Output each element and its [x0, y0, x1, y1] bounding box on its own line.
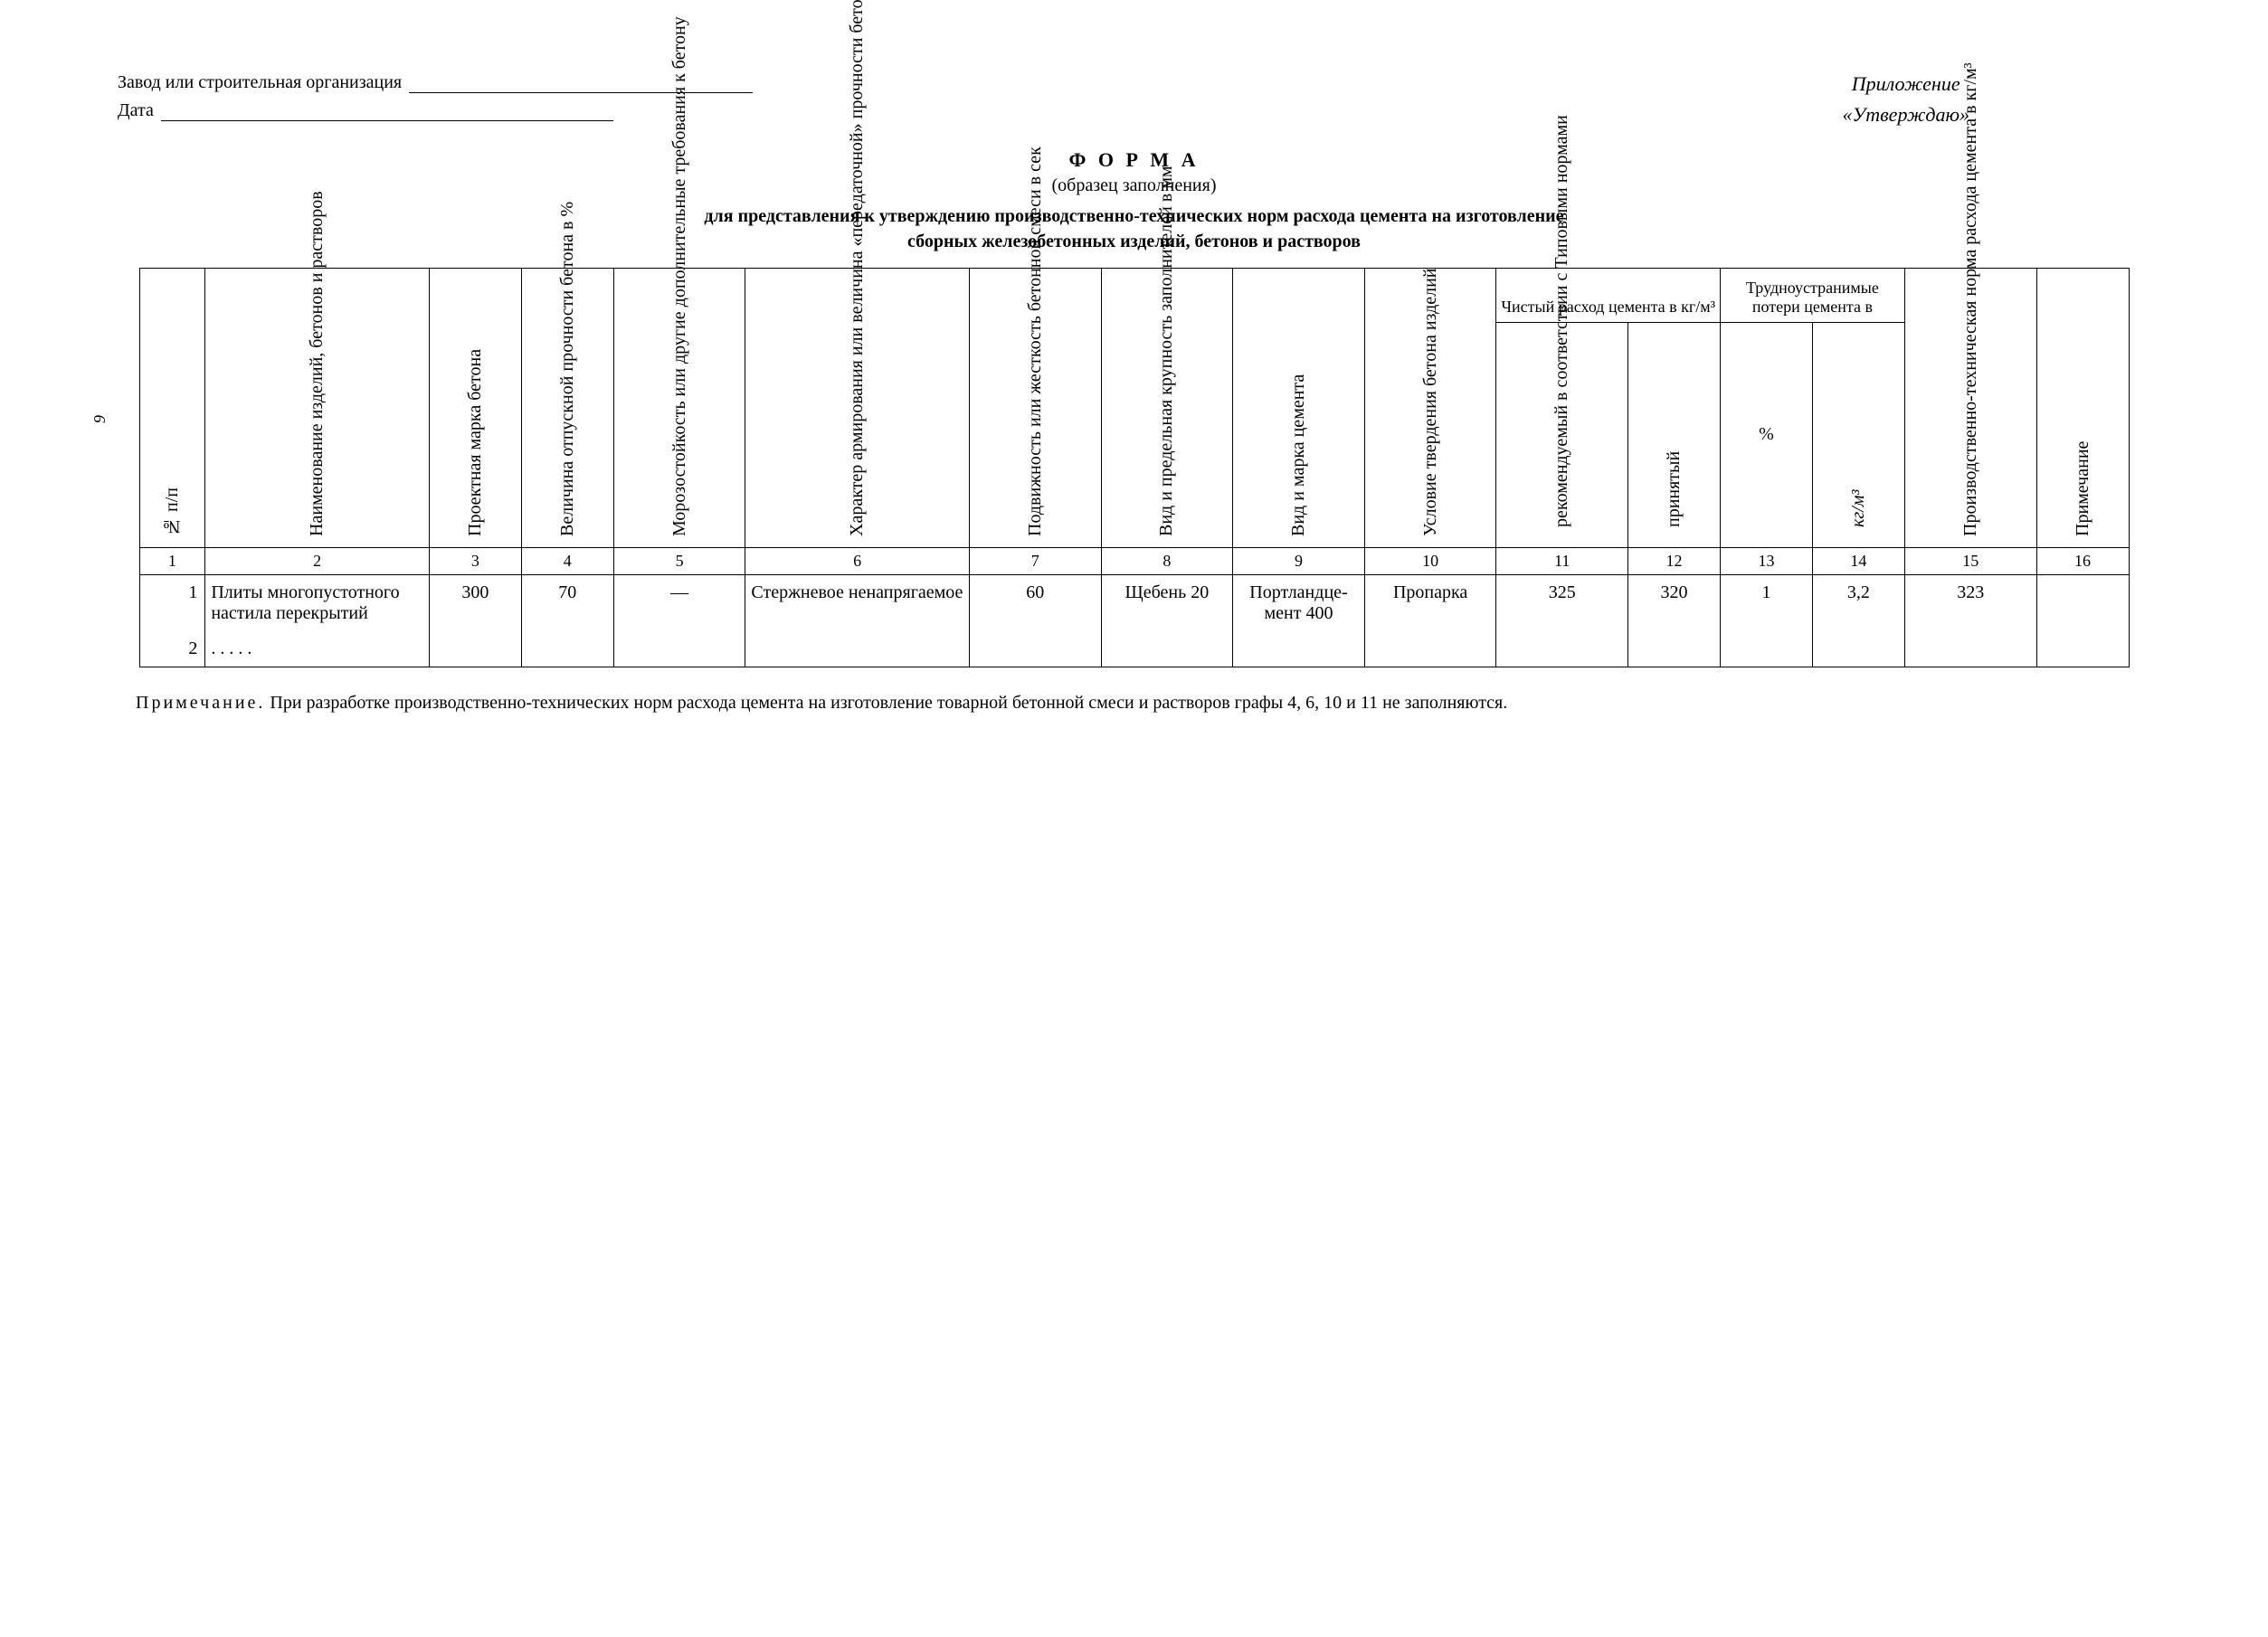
page-number: 9 — [90, 415, 109, 423]
cell-name: . . . . . — [205, 631, 430, 667]
cell-c6 — [745, 631, 970, 667]
cell-c14: 3,2 — [1812, 575, 1904, 632]
col-num-16: 16 — [2036, 548, 2129, 575]
col-num-8: 8 — [1101, 548, 1233, 575]
col-header-3: Проектная марка бетона — [429, 269, 521, 548]
col-header-1: № п/п — [139, 269, 205, 548]
col-num-1: 1 — [139, 548, 205, 575]
cell-c12 — [1628, 631, 1721, 667]
title-desc-line1: для представления к утверждению производ… — [704, 206, 1563, 226]
col-header-16: Примечание — [2036, 269, 2129, 548]
cell-c6: Стержне­вое нена­прягаемое — [745, 575, 970, 632]
col-header-10: Условие твердения бетона изделий — [1364, 269, 1496, 548]
cell-n: 1 — [139, 575, 205, 632]
cell-c16 — [2036, 631, 2129, 667]
cell-c4 — [521, 631, 613, 667]
col-header-11: рекомендуемый в соответствии с Типовыми … — [1496, 322, 1628, 547]
col-num-4: 4 — [521, 548, 613, 575]
col-num-9: 9 — [1233, 548, 1365, 575]
col-header-7: Подвижность или же­сткость бетонной смес… — [969, 269, 1101, 548]
col-num-3: 3 — [429, 548, 521, 575]
table-header: № п/п Наименование изделий, бетонов и ра… — [139, 269, 2129, 575]
cell-c12: 320 — [1628, 575, 1721, 632]
col-group-13-14: Трудноустра­нимые потери цемента в — [1721, 269, 1905, 322]
note-section: Примечание. При разработке производствен… — [136, 690, 2150, 715]
title-sub: (образец заполнения) — [45, 175, 2223, 196]
col-num-15: 15 — [1904, 548, 2036, 575]
cell-c11 — [1496, 631, 1628, 667]
title-desc: для представления к утверждению производ… — [45, 203, 2223, 254]
col-num-14: 14 — [1812, 548, 1904, 575]
cell-name: Плиты мно­гопустотно­го настила перекрыт… — [205, 575, 430, 632]
cell-c3 — [429, 631, 521, 667]
col-num-6: 6 — [745, 548, 970, 575]
col-header-5: Морозостойкость или другие дополнительны… — [613, 269, 745, 548]
cell-c13 — [1721, 631, 1813, 667]
note-label: Примечание. — [136, 693, 265, 713]
main-table: № п/п Наименование изделий, бетонов и ра… — [139, 269, 2130, 667]
cell-c15 — [1904, 631, 2036, 667]
cell-c3: 300 — [429, 575, 521, 632]
col-num-7: 7 — [969, 548, 1101, 575]
factory-label: Завод или строительная организация — [118, 72, 409, 93]
col-header-12: принятый — [1628, 322, 1721, 547]
cell-c7: 60 — [969, 575, 1101, 632]
cell-c7 — [969, 631, 1101, 667]
col-num-13: 13 — [1721, 548, 1813, 575]
table-body: 1 Плиты мно­гопустотно­го настила перекр… — [139, 575, 2129, 667]
col-num-11: 11 — [1496, 548, 1628, 575]
date-label: Дата — [118, 100, 161, 121]
cell-c15: 323 — [1904, 575, 2036, 632]
cell-n: 2 — [139, 631, 205, 667]
cell-c10: Про­пар­ка — [1364, 575, 1496, 632]
appendix-label: Приложение — [1842, 72, 1969, 96]
date-underline — [161, 120, 613, 121]
col-num-10: 10 — [1364, 548, 1496, 575]
cell-c9 — [1233, 631, 1365, 667]
col-header-6: Характер армирования или величина «перед… — [745, 269, 970, 548]
col-header-4: Величина отпускной прочности бетона в % — [521, 269, 613, 548]
col-num-12: 12 — [1628, 548, 1721, 575]
col-num-5: 5 — [613, 548, 745, 575]
table-row: 2 . . . . . — [139, 631, 2129, 667]
title-main: Ф О Р М А — [45, 148, 2223, 172]
cell-c14 — [1812, 631, 1904, 667]
table-row: 1 Плиты мно­гопустотно­го настила перекр… — [139, 575, 2129, 632]
cell-c5 — [613, 631, 745, 667]
cell-c16 — [2036, 575, 2129, 632]
header-right: Приложение «Утверждаю» — [1842, 72, 1969, 127]
document-header: Приложение «Утверждаю» Завод или строите… — [45, 72, 2223, 121]
col-header-9: Вид и марка цемента — [1233, 269, 1365, 548]
cell-c4: 70 — [521, 575, 613, 632]
cell-c5: — — [613, 575, 745, 632]
approve-label: «Утверждаю» — [1842, 103, 1969, 127]
col-group-11-12: Чистый рас­ход цемента в кг/м³ — [1496, 269, 1721, 322]
cell-c13: 1 — [1721, 575, 1813, 632]
factory-underline — [409, 92, 753, 93]
col-header-14: кг/м³ — [1812, 322, 1904, 547]
cell-c8 — [1101, 631, 1233, 667]
cell-c8: Ще­бень 20 — [1101, 575, 1233, 632]
note-text: При разработке производственно-техническ… — [270, 693, 1507, 713]
col-header-8: Вид и предельная круп­ность заполнителей… — [1101, 269, 1233, 548]
title-block: Ф О Р М А (образец заполнения) для предс… — [45, 148, 2223, 254]
col-num-2: 2 — [205, 548, 430, 575]
col-header-15: Производственно-техни­ческая норма расхо… — [1904, 269, 2036, 548]
column-number-row: 1 2 3 4 5 6 7 8 9 10 11 12 13 14 15 16 — [139, 548, 2129, 575]
col-header-2: Наименование изделий, бетонов и растворо… — [205, 269, 430, 548]
cell-c11: 325 — [1496, 575, 1628, 632]
cell-c9: Порт­ландце­мент 400 — [1233, 575, 1365, 632]
title-desc-line2: сборных железобетонных изделий, бетонов … — [907, 232, 1361, 251]
cell-c10 — [1364, 631, 1496, 667]
col-header-13: % — [1721, 322, 1813, 547]
